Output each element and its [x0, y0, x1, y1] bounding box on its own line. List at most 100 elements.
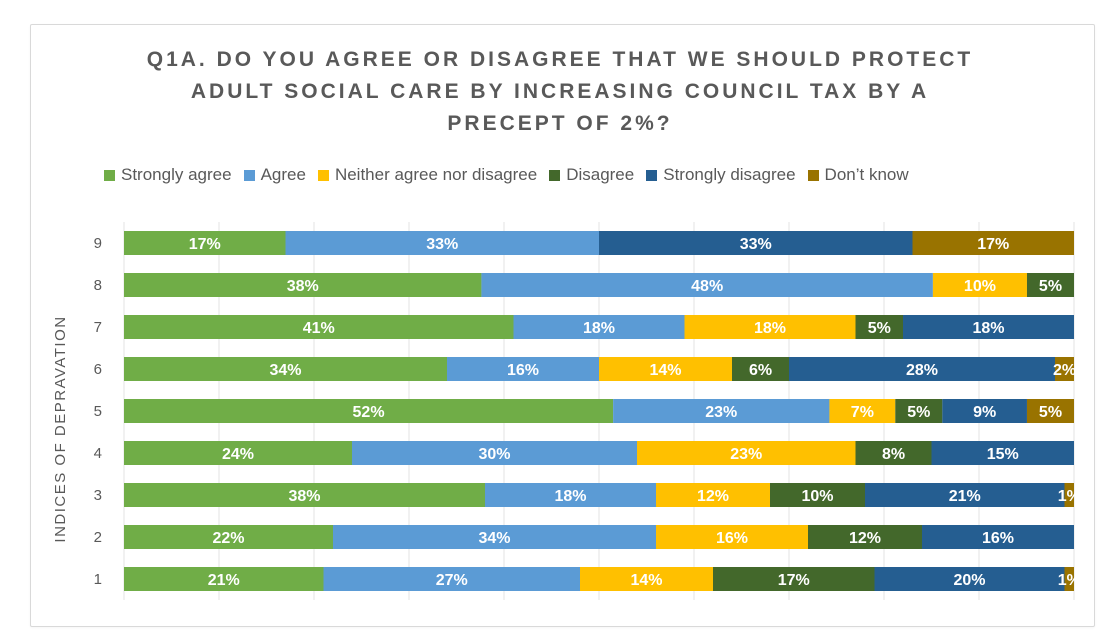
chart-title: Q1A. DO YOU AGREE OR DISAGREE THAT WE SH… — [60, 44, 1060, 140]
bar-segment — [485, 483, 656, 507]
bar-segment — [1055, 357, 1074, 381]
bar-segment — [855, 441, 932, 465]
category-tick-label: 3 — [94, 487, 102, 504]
legend-swatch — [646, 169, 658, 181]
data-label: 17% — [977, 236, 1009, 253]
data-label: 38% — [287, 278, 319, 295]
data-label: 9% — [973, 404, 996, 421]
legend-item: Strongly disagree — [646, 165, 796, 185]
y-axis-title: INDICES OF DEPRAVATION — [52, 315, 69, 543]
chart-title-line-1: Q1A. DO YOU AGREE OR DISAGREE THAT WE SH… — [146, 48, 974, 71]
data-label: 20% — [953, 572, 985, 589]
data-label: 38% — [288, 488, 320, 505]
data-label: 21% — [208, 572, 240, 589]
data-label: 5% — [1039, 278, 1062, 295]
legend-item: Disagree — [549, 165, 634, 185]
data-label: 34% — [478, 530, 510, 547]
data-label: 12% — [697, 488, 729, 505]
bar-segment — [1026, 399, 1074, 423]
data-label: 33% — [426, 236, 458, 253]
data-label: 18% — [972, 320, 1004, 337]
data-label: 5% — [868, 320, 891, 337]
legend-label: Strongly disagree — [663, 165, 796, 184]
category-tick-label: 5 — [94, 403, 102, 420]
data-label: 16% — [716, 530, 748, 547]
bar-segment — [1064, 567, 1074, 591]
data-label: 17% — [189, 236, 221, 253]
bar-segment — [656, 483, 770, 507]
bar-segment — [922, 525, 1074, 549]
bar-segment — [124, 525, 333, 549]
bar-segment — [599, 357, 732, 381]
bar-segment — [599, 231, 913, 255]
data-label: 6% — [749, 362, 772, 379]
bar-segment — [333, 525, 656, 549]
data-label: 41% — [303, 320, 335, 337]
data-label: 22% — [212, 530, 244, 547]
category-tick-label: 9 — [94, 235, 102, 252]
legend-swatch — [104, 169, 115, 181]
legend-swatch — [549, 169, 561, 181]
bar-segment — [124, 315, 514, 339]
data-label: 28% — [906, 362, 938, 379]
legend-label: Strongly agree — [121, 165, 232, 184]
legend-item: Neither agree nor disagree — [317, 165, 538, 185]
data-label: 15% — [987, 446, 1019, 463]
data-label: 23% — [730, 446, 762, 463]
bar-segment — [656, 525, 808, 549]
bar-segment — [124, 357, 447, 381]
legend-label: Don’t know — [824, 165, 909, 184]
bar-segment — [808, 525, 922, 549]
bar-segment — [931, 441, 1074, 465]
data-label: 1% — [1058, 572, 1081, 589]
legend-swatch — [243, 169, 255, 181]
data-label: 33% — [740, 236, 772, 253]
legend-item: Don’t know — [807, 165, 909, 185]
bar-segment — [580, 567, 713, 591]
bar-segment — [124, 273, 482, 297]
data-label: 52% — [353, 404, 385, 421]
bar-segment — [124, 441, 352, 465]
data-label: 27% — [436, 572, 468, 589]
data-label: 34% — [269, 362, 301, 379]
chart-legend: Strongly agree Agree Neither agree nor dis… — [104, 164, 1064, 186]
data-label: 5% — [907, 404, 930, 421]
data-label: 1% — [1058, 488, 1081, 505]
data-label: 14% — [630, 572, 662, 589]
bar-segment — [1026, 273, 1074, 297]
data-label: 8% — [882, 446, 905, 463]
bar-segment — [285, 231, 599, 255]
legend-swatch — [317, 169, 329, 181]
legend-swatch — [807, 169, 819, 181]
bar-segment — [912, 231, 1074, 255]
chart-title-line-3: PRECEPT OF 2%? — [447, 112, 673, 135]
category-tick-label: 7 — [94, 319, 102, 336]
bar-segment — [447, 357, 599, 381]
bar-segment — [732, 357, 789, 381]
data-label: 30% — [478, 446, 510, 463]
bar-segment — [613, 399, 830, 423]
chart-title-line-2: ADULT SOCIAL CARE BY INCREASING COUNCIL … — [190, 80, 930, 103]
bar-segment — [855, 315, 903, 339]
bar-segment — [124, 231, 286, 255]
data-label: 7% — [851, 404, 874, 421]
bar-segment — [513, 315, 685, 339]
data-label: 17% — [778, 572, 810, 589]
data-label: 23% — [705, 404, 737, 421]
bar-segment — [932, 273, 1027, 297]
data-label: 10% — [801, 488, 833, 505]
bar-segment — [323, 567, 580, 591]
data-label: 10% — [964, 278, 996, 295]
data-label: 18% — [583, 320, 615, 337]
bar-segment — [865, 483, 1065, 507]
bar-segment — [903, 315, 1074, 339]
bar-segment — [684, 315, 856, 339]
category-tick-label: 6 — [94, 361, 102, 378]
data-label: 48% — [691, 278, 723, 295]
bar-segment — [895, 399, 943, 423]
data-label: 24% — [222, 446, 254, 463]
legend-label: Neither agree nor disagree — [334, 165, 538, 184]
category-tick-label: 1 — [94, 571, 102, 588]
legend-item: Strongly agree — [104, 165, 232, 185]
